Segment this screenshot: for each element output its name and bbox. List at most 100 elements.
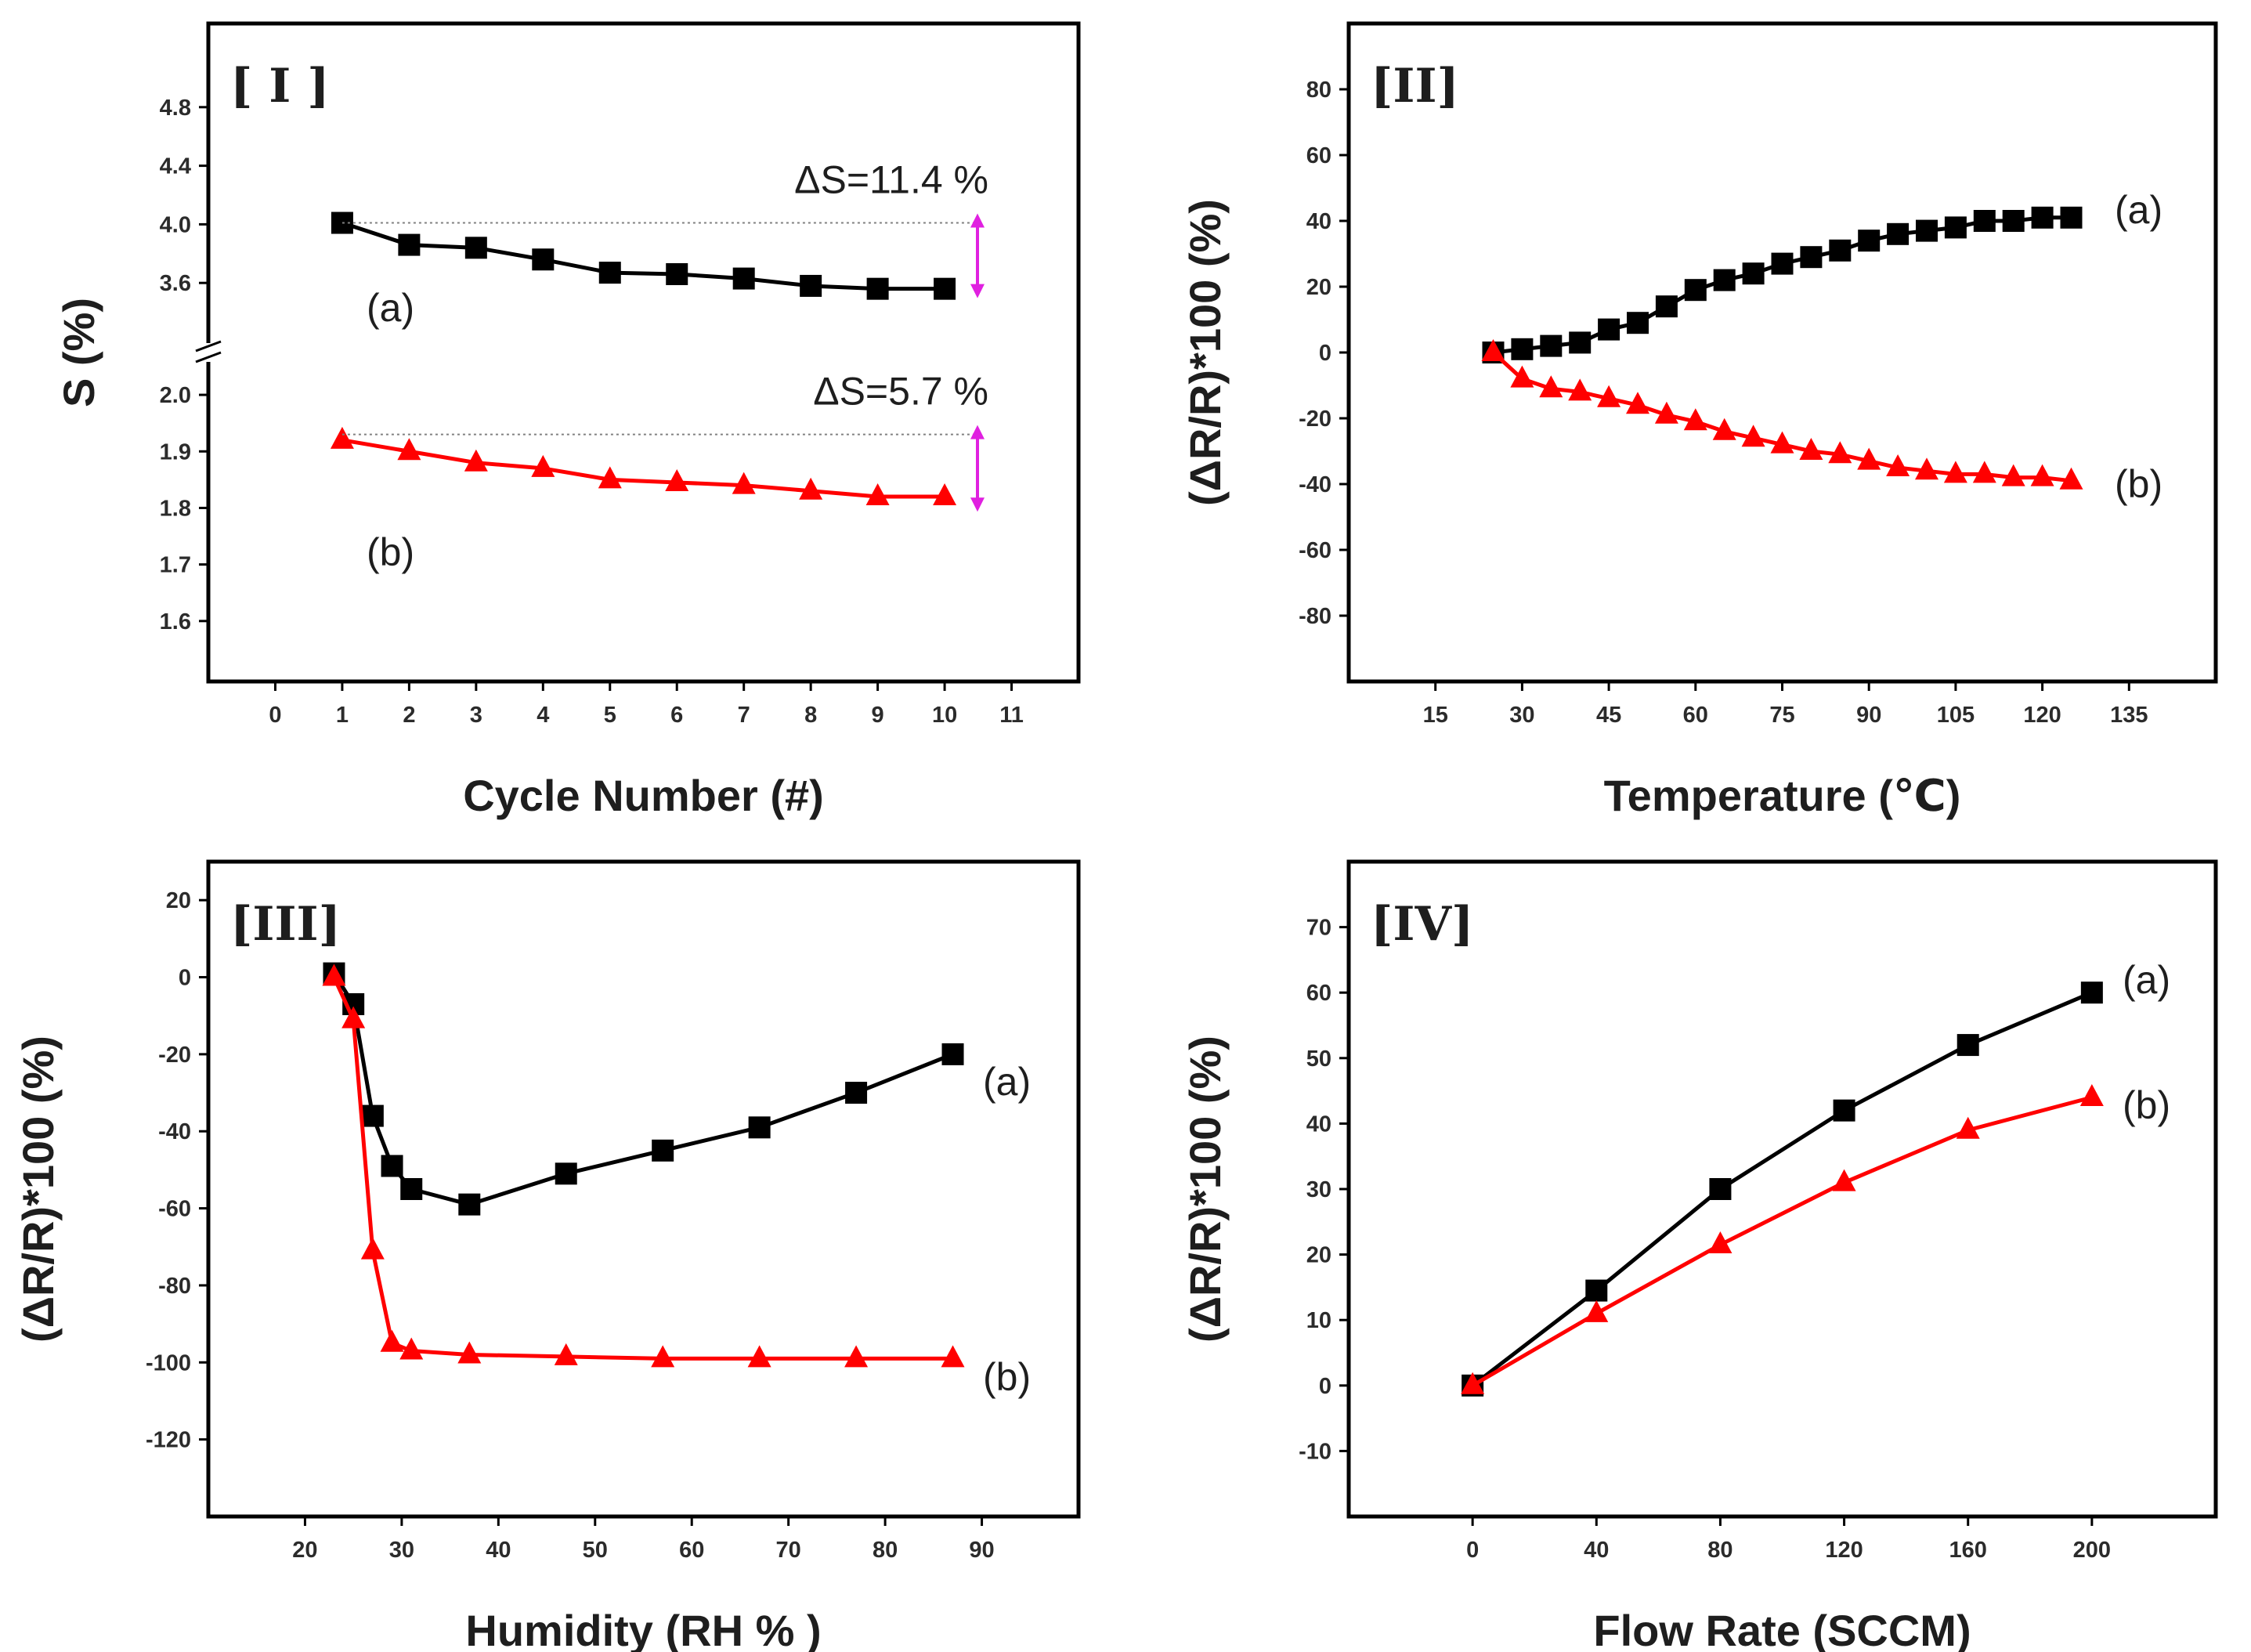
y-tick-label: -20 — [1299, 407, 1331, 432]
marker-b-3 — [1568, 378, 1592, 401]
marker-a-20 — [2060, 206, 2083, 229]
x-tick-label: 40 — [486, 1538, 511, 1563]
marker-b-1 — [397, 438, 421, 461]
y-tick-label: 40 — [1306, 1112, 1331, 1137]
marker-a-5 — [2080, 981, 2103, 1004]
marker-b-14 — [1886, 454, 1910, 476]
marker-a-6 — [732, 267, 755, 290]
marker-a-14 — [1887, 222, 1910, 245]
marker-b-2 — [1708, 1231, 1733, 1254]
y-tick-label: -10 — [1299, 1439, 1331, 1464]
marker-b-19 — [2030, 464, 2054, 486]
marker-a-4 — [598, 262, 621, 284]
y-tick-label: 1.9 — [160, 439, 191, 465]
plot-frame-I — [206, 21, 1081, 684]
marker-a-2 — [1540, 334, 1563, 357]
delta-arrow-head-up — [970, 213, 985, 228]
marker-a-10 — [1771, 252, 1794, 275]
marker-b-13 — [1857, 447, 1881, 470]
plot-frame-III — [206, 859, 1081, 1519]
y-axis-title: (ΔR/R)*100 (%) — [13, 1036, 63, 1343]
y-tick-label: 4.0 — [160, 212, 191, 237]
panel-III: [III] -120 -100 -80 -60 -40 -20 0 20 20 30 40 50 60 70… — [13, 859, 1081, 1652]
x-tick-label: 11 — [999, 703, 1024, 728]
y-tick-label: 10 — [1306, 1308, 1331, 1333]
marker-a-6 — [1655, 295, 1678, 318]
x-tick-label: 8 — [804, 703, 817, 728]
marker-a-9 — [934, 277, 956, 300]
marker-a-7 — [800, 274, 822, 297]
marker-b-16 — [1943, 461, 1967, 483]
y-tick-label: -100 — [146, 1350, 191, 1375]
y-axis-title: S (%) — [54, 298, 103, 407]
x-tick-label: 30 — [389, 1538, 414, 1563]
y-tick-label: -80 — [1299, 604, 1331, 629]
marker-b-8 — [865, 483, 890, 506]
marker-a-3 — [532, 248, 555, 271]
x-tick-label: 60 — [1683, 703, 1708, 728]
x-axis-title: Temperature (℃) — [1604, 771, 1961, 820]
marker-a-3 — [381, 1155, 403, 1177]
y-tick-label: 30 — [1306, 1177, 1331, 1202]
marker-b-20 — [2059, 467, 2083, 490]
marker-a-18 — [2002, 210, 2025, 232]
y-tick-label: 1.6 — [160, 609, 191, 634]
marker-a-3 — [1833, 1099, 1855, 1122]
x-tick-label: 0 — [269, 703, 281, 728]
x-tick-label: 80 — [873, 1538, 898, 1563]
marker-b-7 — [799, 477, 823, 500]
y-tick-label: -40 — [158, 1119, 191, 1144]
series-label-a: (a) — [2115, 188, 2162, 232]
marker-b-6 — [1654, 401, 1678, 424]
y-tick-label: 60 — [1306, 981, 1331, 1006]
x-tick-label: 120 — [1825, 1538, 1863, 1563]
y-tick-label: -120 — [146, 1428, 191, 1453]
series-label-a: (a) — [2123, 958, 2170, 1002]
y-tick-label: -40 — [1299, 472, 1331, 497]
marker-b-2 — [464, 449, 488, 472]
marker-b-2 — [360, 1237, 385, 1260]
x-axis-title: Humidity (RH % ) — [465, 1606, 821, 1652]
x-tick-label: 5 — [604, 703, 616, 728]
x-tick-label: 90 — [1856, 703, 1881, 728]
delta-annotation: ΔS=11.4 % — [794, 158, 988, 202]
marker-b-8 — [1712, 418, 1736, 440]
x-tick-label: 10 — [932, 703, 957, 728]
marker-a-4 — [1957, 1034, 1979, 1057]
delta-arrow-head-up — [970, 425, 985, 439]
marker-b-3 — [531, 454, 555, 477]
series-line-a — [1471, 990, 2093, 1387]
marker-a-11 — [1800, 246, 1823, 269]
marker-b-1 — [1510, 365, 1534, 388]
marker-a-4 — [400, 1178, 423, 1200]
x-tick-label: 20 — [292, 1538, 317, 1563]
marker-a-2 — [1709, 1178, 1732, 1200]
marker-b-0 — [1481, 339, 1505, 361]
y-tick-label: 20 — [166, 888, 191, 913]
series-line-b — [341, 438, 945, 499]
marker-b-17 — [1972, 461, 1996, 483]
marker-a-8 — [748, 1116, 771, 1139]
series-label-b: (b) — [2123, 1083, 2170, 1127]
y-tick-label: -20 — [158, 1043, 191, 1068]
plot-frame-IV — [1346, 859, 2218, 1519]
marker-a-9 — [845, 1082, 868, 1104]
x-tick-label: 15 — [1423, 703, 1448, 728]
marker-a-13 — [1858, 230, 1881, 252]
x-tick-label: 75 — [1769, 703, 1794, 728]
panel-I: [ I ] 3.6 4.0 4.4 4.8 1.6 1.7 1.8 1.9 2.0 0 1 2 3 4 5 6 7… — [54, 21, 1081, 820]
marker-a-12 — [1829, 239, 1852, 262]
marker-b-9 — [844, 1345, 869, 1368]
panel-II: [II] -80 -60 -40 -20 0 20 40 60 80 15 30 45 60 75 90 105… — [1180, 21, 2218, 820]
x-tick-label: 6 — [670, 703, 683, 728]
marker-b-6 — [732, 472, 756, 494]
panel-label: [II] — [1371, 59, 1459, 114]
panel-label: [IV] — [1371, 897, 1473, 952]
y-tick-label: -60 — [158, 1197, 191, 1222]
marker-a-7 — [1684, 279, 1707, 302]
marker-b-11 — [1799, 438, 1823, 460]
series-label-b: (b) — [367, 530, 414, 574]
y-tick-label: -80 — [158, 1274, 191, 1299]
marker-a-1 — [398, 233, 421, 256]
